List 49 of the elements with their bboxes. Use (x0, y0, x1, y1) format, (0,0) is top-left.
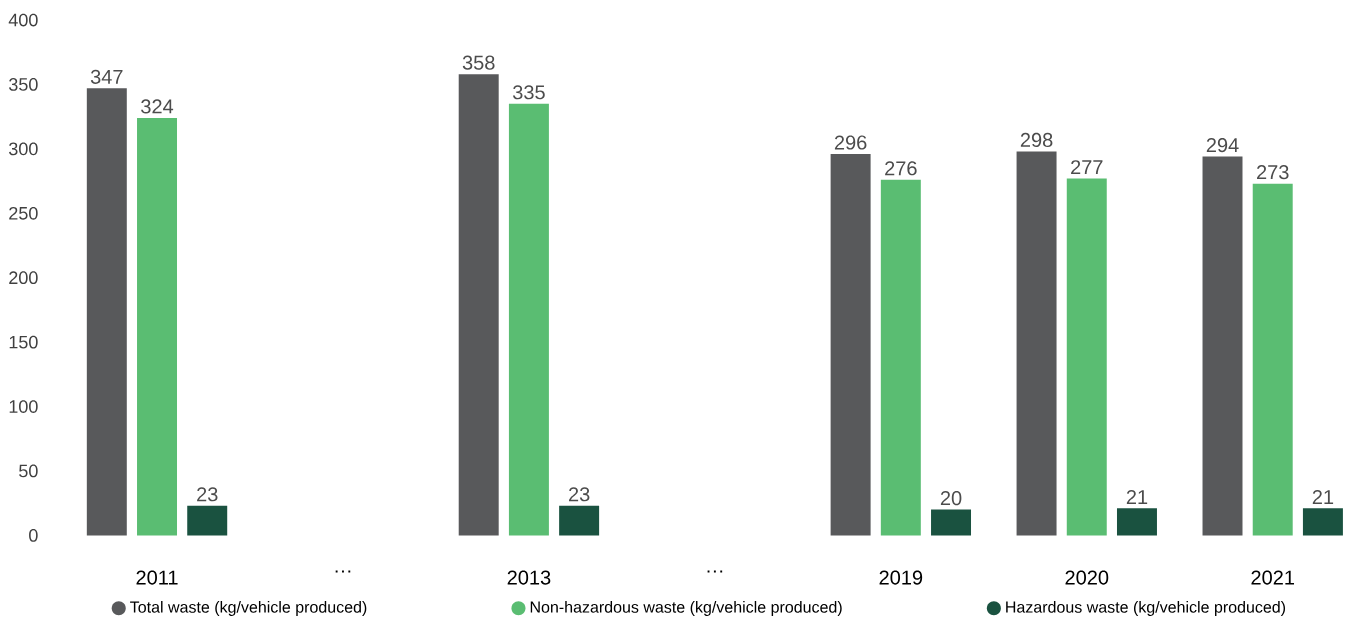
x-tick-label: … (707, 570, 723, 573)
data-label: 294 (1206, 137, 1239, 152)
data-label: 23 (569, 486, 590, 502)
y-tick-label: 300 (9, 142, 38, 156)
bar (86, 88, 127, 536)
bar (458, 73, 499, 536)
data-label: 273 (1257, 164, 1289, 180)
x-tick-label: … (335, 570, 351, 573)
y-tick-label: 100 (9, 399, 38, 413)
bar (559, 505, 600, 536)
y-tick-label: 200 (9, 271, 38, 284)
data-label: 277 (1071, 159, 1103, 174)
data-label: 21 (1126, 489, 1148, 504)
bar (1116, 508, 1157, 536)
x-tick-label: 2021 (1251, 570, 1295, 585)
bar (1066, 178, 1107, 536)
data-label: 296 (834, 135, 867, 150)
bar (137, 117, 177, 536)
y-tick-label: 400 (8, 13, 38, 27)
bar (1016, 151, 1057, 536)
y-tick-label: 0 (29, 528, 38, 542)
x-tick-label: 2019 (879, 570, 923, 585)
legend-label: Non-hazardous waste (kg/vehicle produced) (530, 600, 842, 616)
x-tick-label: 2013 (507, 570, 551, 585)
data-label: 20 (940, 490, 962, 505)
y-tick-label: 50 (19, 464, 38, 478)
bar (1252, 183, 1293, 536)
data-label: 298 (1020, 132, 1053, 147)
bar (1202, 156, 1243, 536)
legend-label: Total waste (kg/vehicle produced) (130, 600, 367, 616)
bar (1302, 508, 1343, 536)
x-tick-label: 2020 (1065, 570, 1109, 585)
bar (830, 153, 871, 536)
data-label: 21 (1312, 489, 1334, 504)
data-label: 358 (462, 55, 495, 70)
data-label: 335 (512, 84, 545, 100)
data-label: 324 (141, 99, 174, 114)
bar (880, 179, 921, 536)
x-tick-label: 2011 (136, 570, 178, 585)
bar (187, 505, 228, 536)
y-tick-label: 350 (9, 77, 38, 91)
data-label: 347 (90, 69, 123, 84)
bar (931, 509, 972, 536)
data-label: 23 (197, 486, 218, 502)
legend-label: Hazardous waste (kg/vehicle produced) (1006, 600, 1286, 616)
data-label: 276 (885, 161, 917, 176)
y-tick-label: 150 (9, 335, 38, 349)
y-tick-label: 250 (9, 206, 38, 220)
bar (508, 103, 549, 536)
